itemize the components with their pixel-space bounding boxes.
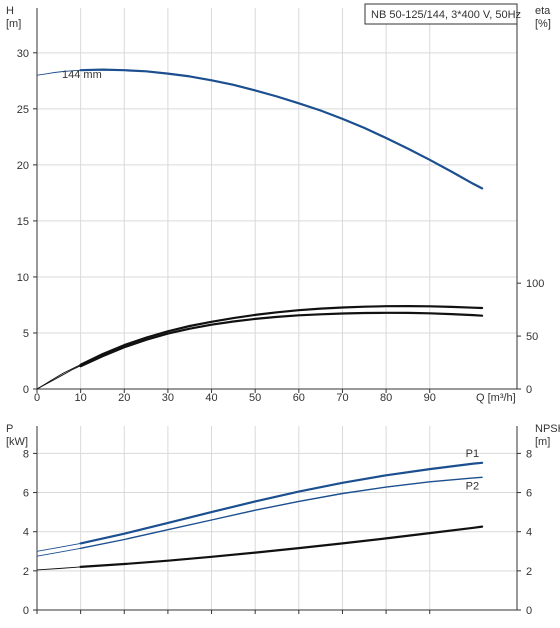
x-tick-label: 70 <box>336 392 348 404</box>
series-1-line <box>81 306 483 365</box>
y-axis-title-right: [m] <box>535 436 550 448</box>
panel-0-grid <box>37 8 517 389</box>
series-label-p2: P2 <box>466 480 479 492</box>
x-tick-label: 50 <box>249 392 261 404</box>
y-tick-label-right: 50 <box>526 331 538 343</box>
series-0-extrapolation <box>37 543 81 551</box>
series-0 <box>37 463 482 552</box>
x-tick-label: 40 <box>205 392 217 404</box>
y-tick-label-left: 2 <box>23 566 29 578</box>
impeller-diameter-label: 144 mm <box>62 69 102 81</box>
series-1 <box>37 477 482 556</box>
y-tick-label-left: 6 <box>23 488 29 500</box>
panel-1-grid <box>37 426 517 610</box>
x-tick-label: 90 <box>424 392 436 404</box>
series-0 <box>37 70 482 189</box>
series-2 <box>37 527 482 570</box>
y-axis-title-right: eta <box>535 5 551 17</box>
y-tick-label-left: 30 <box>17 48 29 60</box>
y-tick-label-left: 20 <box>17 160 29 172</box>
y-axis-title-right: [%] <box>535 18 551 30</box>
series-label-p1: P1 <box>466 448 479 460</box>
series-1-extrapolation <box>37 548 81 556</box>
y-axis-title-left: P <box>6 423 13 435</box>
y-axis-title-right: NPSH <box>535 423 560 435</box>
y-tick-label-left: 8 <box>23 448 29 460</box>
y-tick-label-right: 100 <box>526 278 544 290</box>
y-tick-label-right: 0 <box>526 605 532 617</box>
x-tick-label: 60 <box>293 392 305 404</box>
y-axis-title-left: [kW] <box>6 436 28 448</box>
y-axis-title-left: H <box>6 5 14 17</box>
y-tick-label-left: 15 <box>17 216 29 228</box>
x-tick-label: 0 <box>34 392 40 404</box>
y-tick-label-left: 4 <box>23 527 29 539</box>
x-tick-label: 10 <box>75 392 87 404</box>
y-tick-label-right: 0 <box>526 384 532 396</box>
x-axis-title: Q [m³/h] <box>476 392 516 404</box>
y-tick-label-left: 10 <box>17 272 29 284</box>
series-2-extrapolation <box>37 366 81 389</box>
x-tick-label: 80 <box>380 392 392 404</box>
y-axis-title-left: [m] <box>6 18 21 30</box>
y-tick-label-left: 0 <box>23 384 29 396</box>
y-tick-label-left: 25 <box>17 104 29 116</box>
y-tick-label-right: 4 <box>526 527 532 539</box>
series-2-extrapolation <box>37 567 81 570</box>
y-tick-label-right: 8 <box>526 448 532 460</box>
series-2 <box>37 313 482 389</box>
y-tick-label-left: 0 <box>23 605 29 617</box>
chart-subtitle: NB 50-125/144, 3*400 V, 50Hz <box>371 9 521 21</box>
x-tick-label: 30 <box>162 392 174 404</box>
y-tick-label-left: 5 <box>23 328 29 340</box>
series-1-line <box>81 477 483 548</box>
series-2-line <box>81 527 483 567</box>
x-tick-label: 20 <box>118 392 130 404</box>
series-0-line <box>81 70 483 189</box>
y-tick-label-right: 6 <box>526 488 532 500</box>
y-tick-label-right: 2 <box>526 566 532 578</box>
